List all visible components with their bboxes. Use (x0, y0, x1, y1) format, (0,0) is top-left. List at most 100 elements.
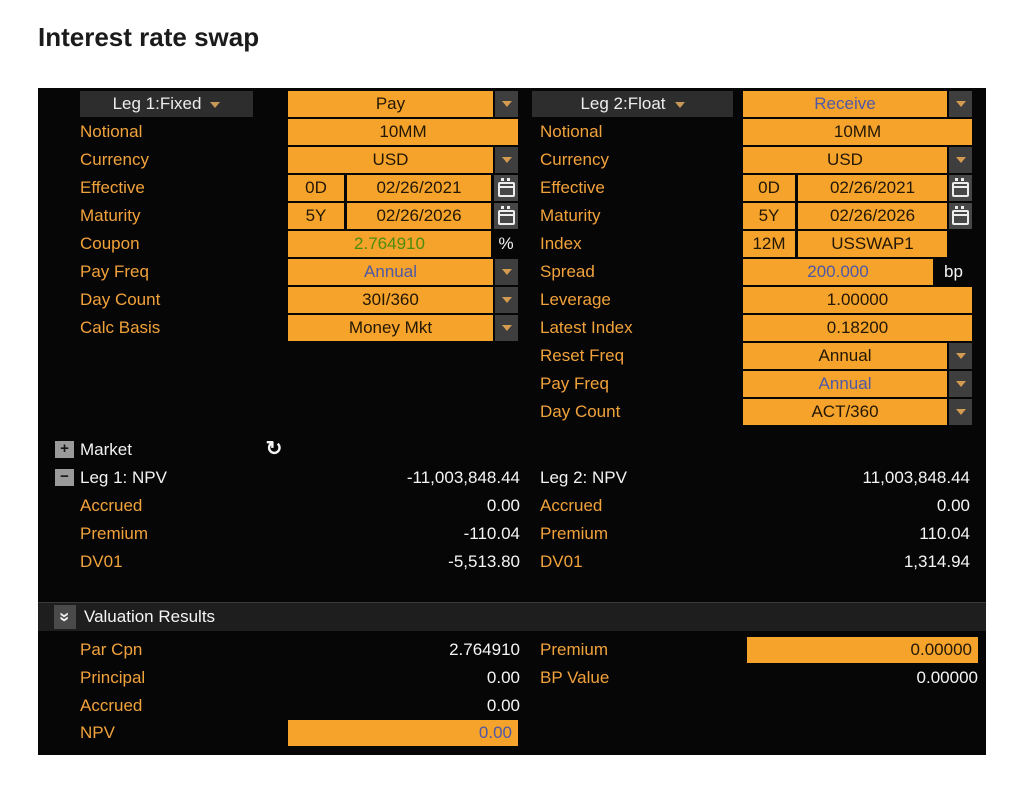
leg1-maturity-label: Maturity (80, 206, 141, 225)
chevron-down-icon (501, 269, 512, 275)
leg2-spread-label: Spread (540, 262, 595, 281)
leg1-npv-collapse-button[interactable]: − (55, 469, 74, 486)
leg1-maturity-calendar-button[interactable] (494, 203, 518, 229)
market-expand-button[interactable]: + (55, 441, 74, 458)
chevron-down-icon (501, 325, 512, 331)
chevron-down-icon (955, 157, 966, 163)
leg1-direction-field[interactable]: Pay (288, 91, 493, 117)
chevron-down-icon (501, 297, 512, 303)
leg1-calc-basis-label: Calc Basis (80, 318, 161, 337)
leg2-currency-label: Currency (540, 150, 609, 169)
leg2-effective-date-field[interactable]: 02/26/2021 (798, 175, 947, 201)
leg2-day-count-field[interactable]: ACT/360 (743, 399, 947, 425)
market-leg1-npv-value: -11,003,848.44 (406, 468, 520, 487)
calendar-icon (497, 206, 515, 225)
leg2-currency-dropdown-button[interactable] (949, 147, 972, 173)
leg2-pay-freq-field[interactable]: Annual (743, 371, 947, 397)
market-leg2-npv-label: Leg 2: NPV (540, 468, 627, 487)
valuation-par-cpn-value: 2.764910 (449, 640, 520, 659)
leg1-pay-freq-label: Pay Freq (80, 262, 149, 281)
valuation-principal-value: 0.00 (486, 668, 520, 687)
leg1-header-dropdown[interactable]: Leg 1:Fixed (80, 91, 253, 117)
leg2-effective-calendar-button[interactable] (949, 175, 972, 201)
leg2-reset-freq-dropdown-button[interactable] (949, 343, 972, 369)
valuation-bp-value-value: 0.00000 (916, 668, 978, 687)
calendar-icon (952, 206, 969, 225)
leg1-day-count-field[interactable]: 30I/360 (288, 287, 493, 313)
leg1-day-count-dropdown-button[interactable] (495, 287, 518, 313)
leg2-index-label: Index (540, 234, 582, 253)
leg2-maturity-calendar-button[interactable] (949, 203, 972, 229)
leg2-reset-freq-label: Reset Freq (540, 346, 625, 365)
valuation-premium-field[interactable]: 0.00000 (747, 637, 978, 663)
leg2-direction-dropdown-button[interactable] (949, 91, 972, 117)
market-leg2-premium-label: Premium (540, 524, 609, 543)
leg1-currency-field[interactable]: USD (288, 147, 493, 173)
leg2-direction-field[interactable]: Receive (743, 91, 947, 117)
leg1-currency-dropdown-button[interactable] (495, 147, 518, 173)
leg1-effective-tenor-field[interactable]: 0D (288, 175, 344, 201)
leg2-index-field[interactable]: USSWAP1 (798, 231, 947, 257)
leg2-day-count-dropdown-button[interactable] (949, 399, 972, 425)
leg1-maturity-tenor-field[interactable]: 5Y (288, 203, 344, 229)
leg2-header-label: Leg 2:Float (580, 94, 666, 113)
leg2-leverage-field[interactable]: 1.00000 (743, 287, 972, 313)
chevron-down-icon (955, 353, 966, 359)
leg2-spread-unit: bp (944, 262, 963, 281)
leg2-currency-field[interactable]: USD (743, 147, 947, 173)
leg2-effective-label: Effective (540, 178, 605, 197)
leg1-effective-label: Effective (80, 178, 145, 197)
leg1-direction-dropdown-button[interactable] (495, 91, 518, 117)
leg2-notional-label: Notional (540, 122, 603, 141)
leg2-reset-freq-field[interactable]: Annual (743, 343, 947, 369)
leg2-pay-freq-dropdown-button[interactable] (949, 371, 972, 397)
leg1-effective-calendar-button[interactable] (494, 175, 518, 201)
market-leg1-accrued-label: Accrued (80, 496, 143, 515)
leg1-maturity-date-field[interactable]: 02/26/2026 (347, 203, 491, 229)
leg2-maturity-tenor-field[interactable]: 5Y (743, 203, 795, 229)
valuation-collapse-button[interactable]: » (54, 605, 76, 629)
chevron-double-down-icon: » (54, 611, 75, 623)
leg1-currency-label: Currency (80, 150, 149, 169)
leg1-pay-freq-field[interactable]: Annual (288, 259, 493, 285)
valuation-accrued-value: 0.00 (486, 696, 520, 715)
valuation-npv-field[interactable]: 0.00 (288, 720, 518, 746)
valuation-section-title: Valuation Results (84, 607, 216, 626)
leg1-notional-field[interactable]: 10MM (288, 119, 518, 145)
refresh-icon[interactable]: ↻ (265, 438, 283, 460)
swap-terminal-panel: Leg 1:Fixed Pay Notional 10MM Currency U… (38, 88, 986, 755)
leg1-notional-label: Notional (80, 122, 143, 141)
valuation-npv-label: NPV (80, 723, 115, 742)
market-leg1-npv-label: Leg 1: NPV (80, 468, 167, 487)
leg1-calc-basis-field[interactable]: Money Mkt (288, 315, 493, 341)
leg2-notional-field[interactable]: 10MM (743, 119, 972, 145)
plus-icon: + (60, 440, 69, 457)
leg1-calc-basis-dropdown-button[interactable] (495, 315, 518, 341)
leg2-maturity-date-field[interactable]: 02/26/2026 (798, 203, 947, 229)
valuation-par-cpn-label: Par Cpn (80, 640, 143, 659)
leg2-header-dropdown[interactable]: Leg 2:Float (532, 91, 733, 117)
market-leg1-premium-label: Premium (80, 524, 149, 543)
leg2-effective-tenor-field[interactable]: 0D (743, 175, 795, 201)
leg1-day-count-label: Day Count (80, 290, 161, 309)
market-leg1-premium-value: -110.04 (463, 524, 520, 543)
leg2-spread-field[interactable]: 200.000 (743, 259, 933, 285)
valuation-principal-label: Principal (80, 668, 146, 687)
market-leg2-dv01-value: 1,314.94 (903, 552, 970, 571)
market-section-title: Market (80, 440, 132, 459)
market-leg2-premium-value: 110.04 (919, 524, 970, 543)
leg1-pay-freq-dropdown-button[interactable] (495, 259, 518, 285)
minus-icon: − (60, 468, 69, 485)
leg1-effective-date-field[interactable]: 02/26/2021 (347, 175, 491, 201)
market-leg2-accrued-label: Accrued (540, 496, 603, 515)
market-leg2-npv-value: 11,003,848.44 (862, 468, 970, 487)
leg1-coupon-field[interactable]: 2.764910 (288, 231, 491, 257)
market-leg2-accrued-value: 0.00 (936, 496, 970, 515)
leg2-index-tenor-field[interactable]: 12M (743, 231, 795, 257)
chevron-down-icon (955, 409, 966, 415)
page-title: Interest rate swap (38, 22, 260, 52)
chevron-down-icon (210, 101, 221, 108)
chevron-down-icon (955, 381, 966, 387)
leg2-latest-index-field[interactable]: 0.18200 (743, 315, 972, 341)
market-leg2-dv01-label: DV01 (540, 552, 583, 571)
